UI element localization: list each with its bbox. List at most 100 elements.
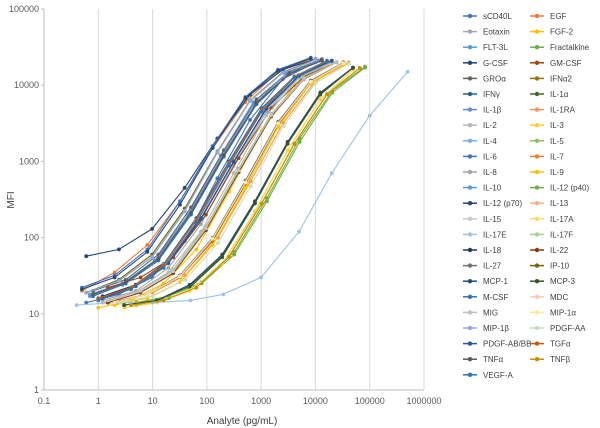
data-point [150, 227, 154, 231]
legend-label: IL-2 [483, 121, 497, 130]
legend-entry-mip-1: MIP-1α [530, 308, 576, 317]
legend-label: IL-1α [550, 90, 569, 99]
data-point [194, 285, 199, 290]
legend-entry-fgf-2: FGF-2 [530, 28, 574, 37]
legend-label: TGFα [550, 340, 571, 349]
legend-entry-il-15: IL-15 [463, 215, 502, 224]
data-point [281, 124, 286, 129]
y-tick-label: 100 [24, 233, 39, 243]
legend-label: IL-17A [550, 215, 574, 224]
legend-swatch-marker [534, 60, 540, 65]
data-point [232, 249, 237, 254]
data-point [188, 298, 193, 303]
data-point [215, 150, 220, 155]
legend-entry-il-27: IL-27 [463, 262, 502, 271]
legend-swatch-marker [467, 185, 473, 190]
legend-label: MDC [550, 293, 568, 302]
legend-entry-il-9: IL-9 [530, 168, 564, 177]
data-point [117, 300, 122, 305]
series-il-9 [112, 62, 346, 308]
data-point [285, 141, 290, 146]
legend-entry-pdgf-aa: PDGF-AA [530, 324, 586, 333]
data-point [285, 148, 290, 153]
data-point [112, 275, 117, 280]
data-point [314, 80, 318, 85]
y-tick-label: 10 [29, 309, 39, 319]
legend-label: EGF [550, 12, 567, 21]
legend-label: TNFα [483, 355, 504, 364]
data-point [318, 97, 323, 102]
x-tick-label: 10 [148, 396, 158, 406]
data-point [276, 121, 280, 126]
data-point [117, 279, 121, 283]
legend-label: IL-17E [483, 230, 507, 239]
legend-entry-il-1ra: IL-1RA [530, 106, 576, 115]
legend-entry-il-7: IL-7 [530, 152, 564, 161]
legend-entry-g-csf: G-CSF [463, 59, 508, 68]
data-point [357, 66, 362, 70]
data-point [189, 205, 193, 210]
data-point [189, 210, 193, 215]
legend-label: IL-3 [550, 121, 564, 130]
data-point [84, 254, 89, 259]
legend-swatch-marker [467, 169, 473, 175]
data-point [287, 71, 292, 76]
data-point [243, 180, 248, 185]
x-tick-label: 10000 [303, 396, 328, 406]
legend-entry-eotaxin: Eotaxin [463, 28, 510, 37]
legend-label: IL-22 [550, 246, 569, 255]
legend-entry-il-2: IL-2 [463, 121, 497, 130]
data-point [243, 185, 248, 190]
legend-swatch-marker [534, 232, 540, 237]
y-tick-label: 1 [34, 385, 39, 395]
y-tick-label: 100000 [9, 4, 39, 14]
legend-entry-mcp-1: MCP-1 [463, 277, 508, 286]
data-point [87, 294, 92, 299]
data-point [129, 287, 133, 292]
series-line [136, 66, 366, 304]
legend-swatch-marker [467, 279, 473, 284]
data-point [203, 226, 208, 231]
legend-label: MIG [483, 308, 498, 317]
legend-entry-tgf: TGFα [530, 340, 571, 349]
legend-swatch-marker [467, 310, 473, 315]
legend-label: Eotaxin [483, 28, 510, 37]
series-line [114, 62, 344, 304]
legend-swatch-marker [534, 341, 540, 346]
data-point [171, 269, 176, 274]
legend-label: IL-27 [483, 262, 502, 271]
legend-entry-tnf: TNFα [463, 355, 504, 364]
data-point [161, 298, 166, 303]
legend-entry-il-3: IL-3 [530, 121, 564, 130]
legend-label: IFNα2 [550, 74, 573, 83]
legend-swatch-marker [534, 325, 540, 331]
data-point [367, 113, 372, 118]
legend-swatch-marker [467, 372, 473, 377]
legend-swatch-marker [467, 29, 473, 34]
legend: sCD40L EGF Eotaxin FGF-2 FLT-3L Fractalkine G-… [463, 12, 590, 380]
data-point [302, 76, 306, 81]
data-point [84, 300, 89, 305]
data-point [91, 292, 95, 297]
legend-label: TNFβ [550, 355, 571, 364]
legend-entry-il-4: IL-4 [463, 137, 497, 146]
data-point [227, 163, 231, 168]
series-line [81, 57, 311, 290]
legend-entry-il-6: IL-6 [463, 152, 497, 161]
data-point [166, 266, 171, 270]
legend-swatch-marker [467, 341, 473, 346]
data-point [220, 254, 225, 259]
legend-label: FLT-3L [483, 43, 508, 52]
legend-swatch-marker [467, 232, 473, 237]
legend-entry-pdgf-ab-bb: PDGF-AB/BB [463, 340, 531, 349]
legend-entry-il-12-p40: IL-12 (p40) [530, 184, 589, 193]
series-line [86, 59, 316, 294]
series-mip-1 [84, 57, 318, 295]
data-point [276, 68, 280, 73]
axes: 0.1 1 10 100 1000 10000 100000 1000000110100100… [9, 4, 442, 406]
legend-swatch-marker [467, 247, 473, 253]
legend-swatch-marker [534, 45, 540, 50]
legend-swatch-marker [467, 357, 473, 362]
data-point [325, 59, 329, 64]
